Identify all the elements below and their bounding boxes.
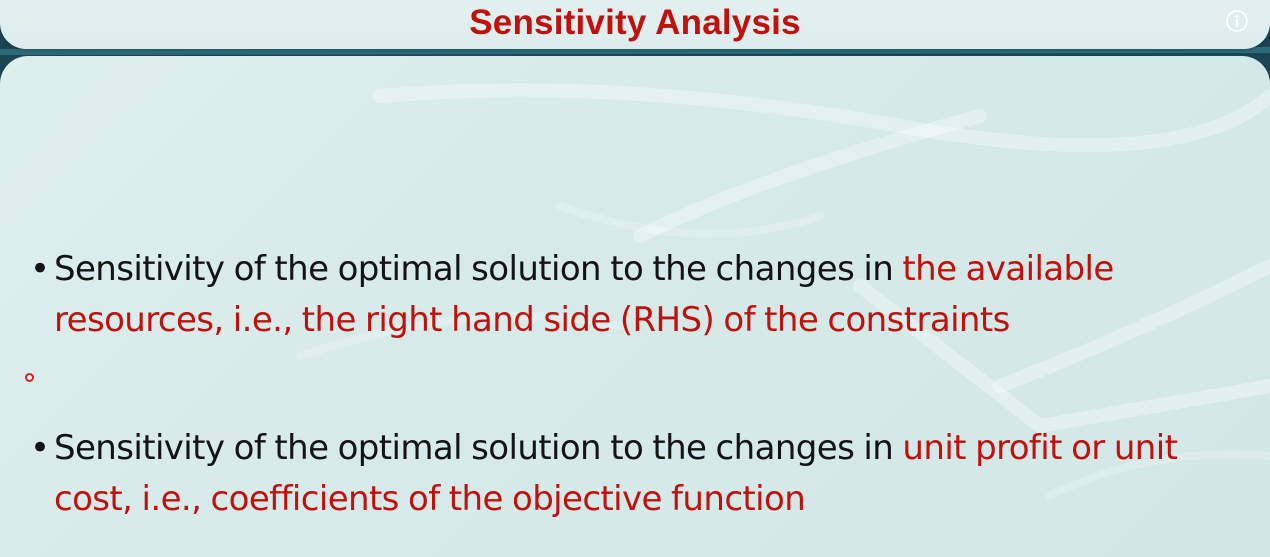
content-panel [0, 56, 1270, 557]
bullet-marker: • [30, 249, 51, 289]
bullet-lead-text: Sensitivity of the optimal solution to t… [54, 428, 903, 468]
bullet-lead-text: Sensitivity of the optimal solution to t… [54, 249, 903, 289]
laser-pointer-dot [25, 373, 34, 382]
bullet-text: Sensitivity of the optimal solution to t… [54, 244, 1264, 346]
bullet-text: Sensitivity of the optimal solution to t… [54, 423, 1264, 525]
bullet-marker: • [30, 428, 51, 468]
bullet-highlight-text: unit profit or unit cost, i.e., coeffici… [54, 428, 1178, 519]
title-bar: Sensitivity Analysis [0, 0, 1270, 49]
slide-title: Sensitivity Analysis [469, 3, 801, 42]
bullet-highlight-text: the available resources, i.e., the right… [54, 249, 1114, 340]
info-icon[interactable] [1226, 10, 1248, 32]
panel-texture [296, 83, 1270, 500]
